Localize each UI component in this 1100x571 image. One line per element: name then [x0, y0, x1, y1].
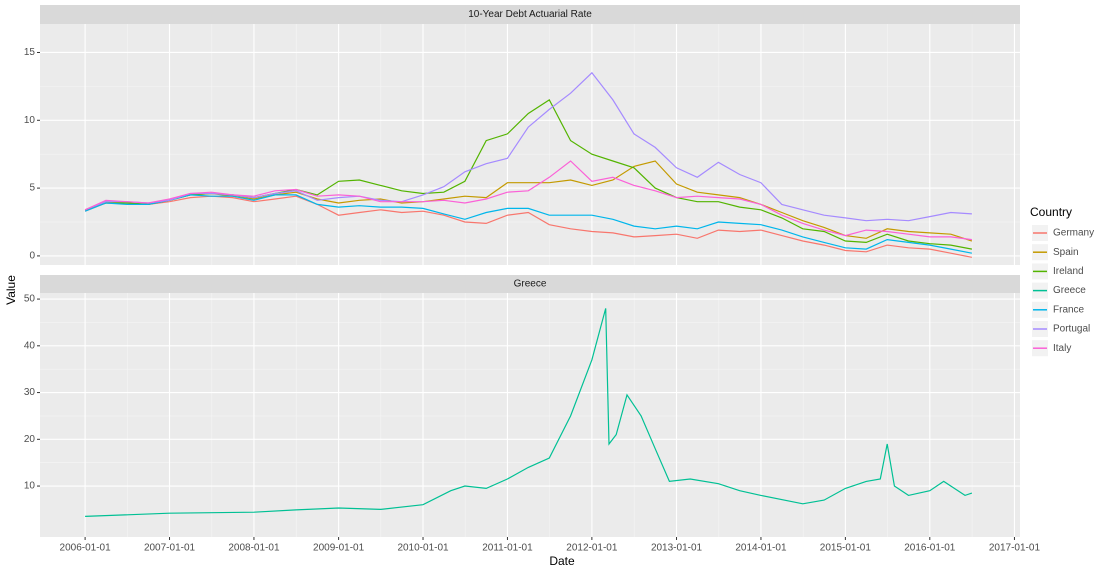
y-tick-label: 5: [29, 183, 35, 194]
y-tick-label: 30: [24, 387, 36, 398]
x-tick-label: 2014-01-01: [735, 543, 787, 554]
series-line: [84, 160, 972, 241]
x-tick-label: 2016-01-01: [904, 543, 956, 554]
panel-title: 10-Year Debt Actuarial Rate: [468, 9, 592, 20]
legend-label: Greece: [1053, 285, 1086, 296]
y-axis-label: Value: [4, 275, 18, 305]
strip: [40, 275, 1020, 293]
strip: [40, 5, 1020, 24]
legend-label: Portugal: [1053, 324, 1090, 335]
x-tick-label: 2013-01-01: [651, 543, 703, 554]
y-tick-label: 0: [29, 251, 35, 262]
y-tick-label: 10: [24, 481, 36, 492]
x-tick-label: 2011-01-01: [482, 543, 533, 554]
y-tick-label: 50: [24, 294, 36, 305]
x-axis-label: Date: [549, 554, 575, 568]
series-line: [84, 195, 973, 258]
x-tick-label: 2009-01-01: [313, 543, 365, 554]
x-tick-label: 2017-01-01: [989, 543, 1041, 554]
x-tick-label: 2015-01-01: [820, 543, 872, 554]
x-tick-label: 2012-01-01: [566, 543, 618, 554]
y-tick-label: 20: [24, 434, 36, 445]
x-tick-label: 2010-01-01: [397, 543, 449, 554]
y-tick-label: 15: [24, 47, 36, 58]
y-tick-label: 40: [24, 340, 36, 351]
series-line: [84, 194, 973, 254]
legend-label: Ireland: [1053, 266, 1084, 277]
y-tick-label: 10: [24, 115, 36, 126]
panel-title: Greece: [514, 279, 547, 290]
x-tick-label: 2006-01-01: [60, 543, 112, 554]
panel: [40, 293, 1020, 537]
legend-title: Country: [1030, 205, 1072, 219]
x-tick-label: 2007-01-01: [144, 543, 196, 554]
legend-label: France: [1053, 304, 1085, 315]
legend-label: Germany: [1053, 228, 1094, 239]
legend-label: Spain: [1053, 247, 1079, 258]
legend-label: Italy: [1053, 343, 1071, 354]
panel: [40, 24, 1020, 265]
series-line: [85, 308, 973, 517]
x-tick-label: 2008-01-01: [228, 543, 280, 554]
